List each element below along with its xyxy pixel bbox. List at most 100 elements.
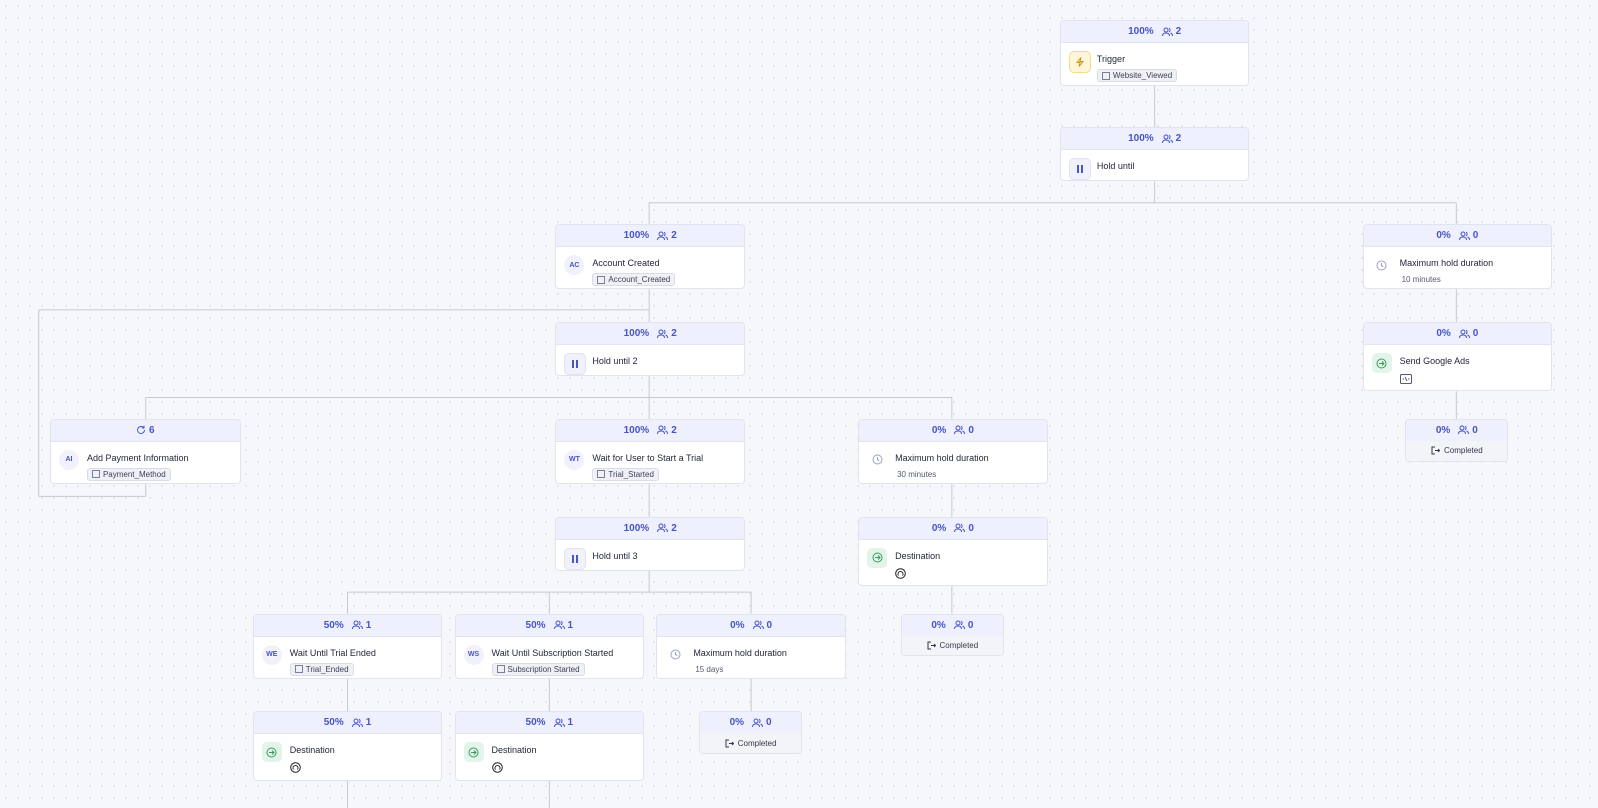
badge: AI (58, 449, 79, 470)
node-icon (665, 645, 685, 665)
workflow-node[interactable]: 100% 2 WT Wait for User to Start a Trial Tri… (555, 418, 745, 485)
node-icon (261, 742, 282, 763)
tag-text: Website_Viewed (1112, 71, 1173, 81)
workflow-node[interactable]: 100% 2 Hold until 2 (555, 322, 745, 377)
node-stats: 0% 0 (700, 712, 802, 735)
destination-logo (491, 760, 503, 778)
duration: 30 minutes (897, 469, 937, 479)
node-stats: 50% 1 (253, 614, 442, 637)
event-tag: Trial_Started (592, 467, 659, 481)
node-icon (564, 353, 587, 376)
workflow-node[interactable]: 6 AI Add Payment Information Payment_Method (49, 418, 241, 485)
user-count: 2 (657, 328, 677, 339)
node-stats: 0% 0 (859, 419, 1047, 442)
badge: AC (564, 255, 585, 276)
percent: 100% (623, 522, 650, 534)
workflow-node[interactable]: 50% 1 WE Wait Until Trial Ended Trial_Ended (252, 613, 443, 679)
workflow-node[interactable]: 100% 2 Trigger Website_Viewed (1059, 20, 1250, 86)
user-count: 0 (1458, 230, 1479, 242)
count: 0 (968, 424, 974, 436)
percent: 100% (623, 424, 650, 436)
workflow-node[interactable]: 100% 2 AC Account Created Account_Created (555, 224, 745, 290)
tag-text: Trial_Started (608, 469, 654, 479)
count: 0 (1472, 230, 1479, 242)
node-stats: 50% 1 (455, 712, 644, 735)
user-count: 0 (954, 425, 974, 436)
tag-text: Subscription Started (507, 664, 580, 674)
node-title: Hold until 3 (592, 550, 638, 561)
count: 1 (365, 619, 372, 631)
count: 1 (567, 717, 574, 729)
user-count: 2 (1161, 26, 1181, 37)
node-stats: 100% 2 (556, 225, 744, 248)
event-tag: Payment_Method (86, 467, 171, 481)
percent: 0% (931, 424, 947, 436)
workflow-node[interactable]: 50% 1 Destination (252, 711, 443, 781)
percent: 50% (525, 717, 546, 729)
node-icon (1372, 255, 1392, 275)
completed-label: Completed (1406, 440, 1508, 461)
workflow-node[interactable]: 0% 0 Destination (858, 516, 1048, 586)
event-tag: Subscription Started (491, 662, 585, 676)
node-stats: 0% 0 (1406, 419, 1508, 442)
completed-node[interactable]: 0% 0 Completed (1405, 418, 1509, 462)
count: 0 (1472, 424, 1478, 436)
workflow-node[interactable]: 0% 0 Maximum hold duration 10 minutes (1362, 224, 1553, 290)
node-title: Wait Until Subscription Started (491, 647, 614, 658)
count: 0 (967, 619, 974, 631)
user-count: 2 (657, 523, 677, 534)
count: 2 (671, 522, 677, 534)
percent: 0% (1436, 328, 1451, 340)
percent: 0% (730, 619, 745, 631)
workflow-node[interactable]: 0% 0 Maximum hold duration 30 minutes (858, 418, 1048, 485)
node-title: Wait Until Trial Ended (289, 647, 376, 658)
badge: WS (463, 644, 484, 665)
percent: 0% (1435, 424, 1451, 436)
workflow-node[interactable]: 100% 2 Hold until (1059, 127, 1250, 182)
tag-text: Payment_Method (102, 469, 166, 479)
node-title: Maximum hold duration (895, 452, 989, 463)
percent: 100% (623, 230, 650, 242)
event-tag: Website_Viewed (1096, 69, 1178, 83)
title: Completed (737, 738, 777, 748)
completed-label: Completed (901, 635, 1003, 656)
completed-label: Completed (700, 733, 802, 754)
user-count: 1 (553, 717, 574, 729)
workflow-node[interactable]: 100% 2 Hold until 3 (555, 516, 745, 571)
node-stats: 100% 2 (1060, 128, 1249, 151)
node-icon (1068, 51, 1091, 74)
percent: 100% (1128, 26, 1154, 38)
user-count: 0 (953, 619, 974, 631)
user-count: 1 (553, 620, 573, 631)
workflow-node[interactable]: 0% 0 Maximum hold duration 15 days (656, 613, 846, 679)
percent: 50% (323, 717, 344, 729)
node-stats: 50% 1 (253, 712, 442, 735)
node-title: Hold until (1096, 161, 1135, 172)
user-count: 1 (351, 717, 371, 728)
node-stats: 0% 0 (901, 614, 1003, 637)
node-title: Wait for User to Start a Trial (592, 452, 704, 463)
tag-text: Trial_Ended (305, 664, 349, 674)
workflow-node[interactable]: 0% 0 Send Google Ads (1362, 322, 1553, 392)
badge: WT (564, 449, 585, 470)
destination-logo (289, 760, 301, 778)
workflow-node[interactable]: 50% 1 Destination (454, 711, 645, 781)
user-count: 2 (1161, 133, 1182, 145)
node-title: Destination (491, 745, 537, 756)
user-count: 1 (351, 619, 372, 631)
percent: 0% (931, 619, 946, 631)
badge: WE (261, 644, 282, 665)
count: 2 (1175, 133, 1182, 145)
percent: 100% (1128, 133, 1154, 145)
count: 0 (1472, 328, 1479, 340)
workflow-node[interactable]: 50% 1 WS Wait Until Subscription Started Sub… (454, 613, 645, 679)
completed-node[interactable]: 0% 0 Completed (699, 711, 803, 755)
node-icon (867, 547, 888, 568)
node-title: Destination (289, 745, 335, 756)
tag-text: Account_Created (608, 275, 671, 285)
completed-node[interactable]: 0% 0 Completed (900, 613, 1004, 657)
node-stats: 100% 2 (1060, 21, 1249, 44)
user-count: 6 (136, 425, 155, 436)
